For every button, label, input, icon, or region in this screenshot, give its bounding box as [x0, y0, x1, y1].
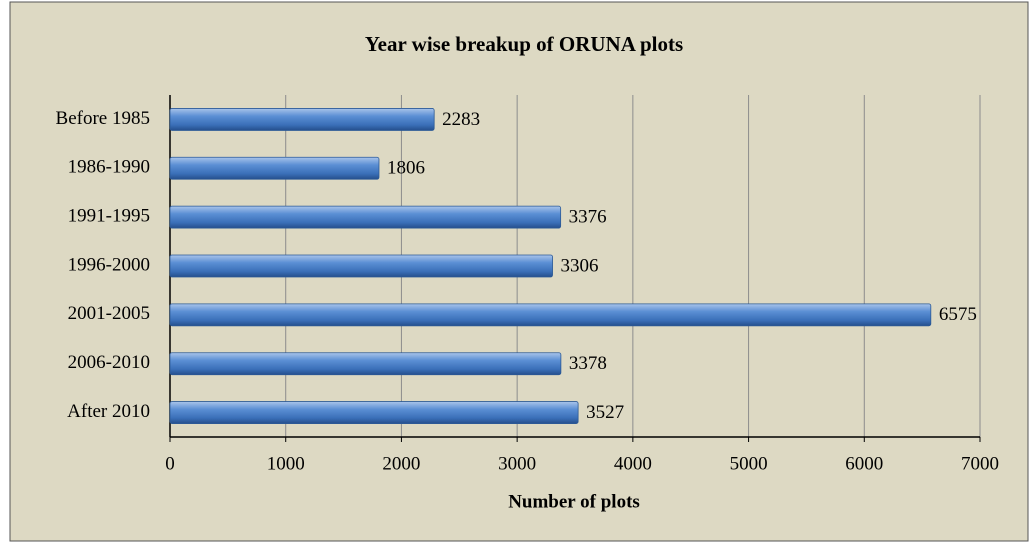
x-tick-label: 6000	[845, 453, 883, 474]
x-tick-label: 2000	[382, 453, 420, 474]
data-label: 3527	[586, 402, 624, 423]
data-label: 3376	[569, 207, 607, 228]
x-tick-label: 0	[165, 453, 175, 474]
x-tick-label: 1000	[267, 453, 305, 474]
data-label: 1806	[387, 158, 425, 179]
x-tick-label: 5000	[730, 453, 768, 474]
data-label: 2283	[442, 109, 480, 130]
x-tick-label: 7000	[961, 453, 999, 474]
bar	[169, 156, 380, 180]
bar	[169, 401, 579, 424]
y-tick-label: 1986-1990	[68, 157, 150, 178]
bar	[169, 108, 435, 131]
bar	[169, 254, 553, 278]
y-tick-label: 2001-2005	[68, 303, 150, 324]
chart-title: Year wise breakup of ORUNA plots	[365, 32, 683, 56]
x-tick-label: 3000	[498, 453, 536, 474]
data-label: 3306	[561, 255, 599, 276]
x-tick-label: 4000	[614, 453, 652, 474]
data-label: 3378	[569, 353, 607, 374]
x-axis-title: Number of plots	[508, 491, 640, 512]
y-tick-label: Before 1985	[56, 108, 150, 129]
bar	[169, 205, 562, 229]
y-tick-label: 2006-2010	[68, 352, 150, 373]
y-tick-label: 1996-2000	[68, 254, 150, 275]
data-label: 6575	[939, 304, 977, 325]
bar	[169, 303, 932, 327]
y-tick-label: After 2010	[67, 401, 150, 422]
y-tick-label: 1991-1995	[68, 206, 150, 227]
bar	[169, 352, 562, 376]
